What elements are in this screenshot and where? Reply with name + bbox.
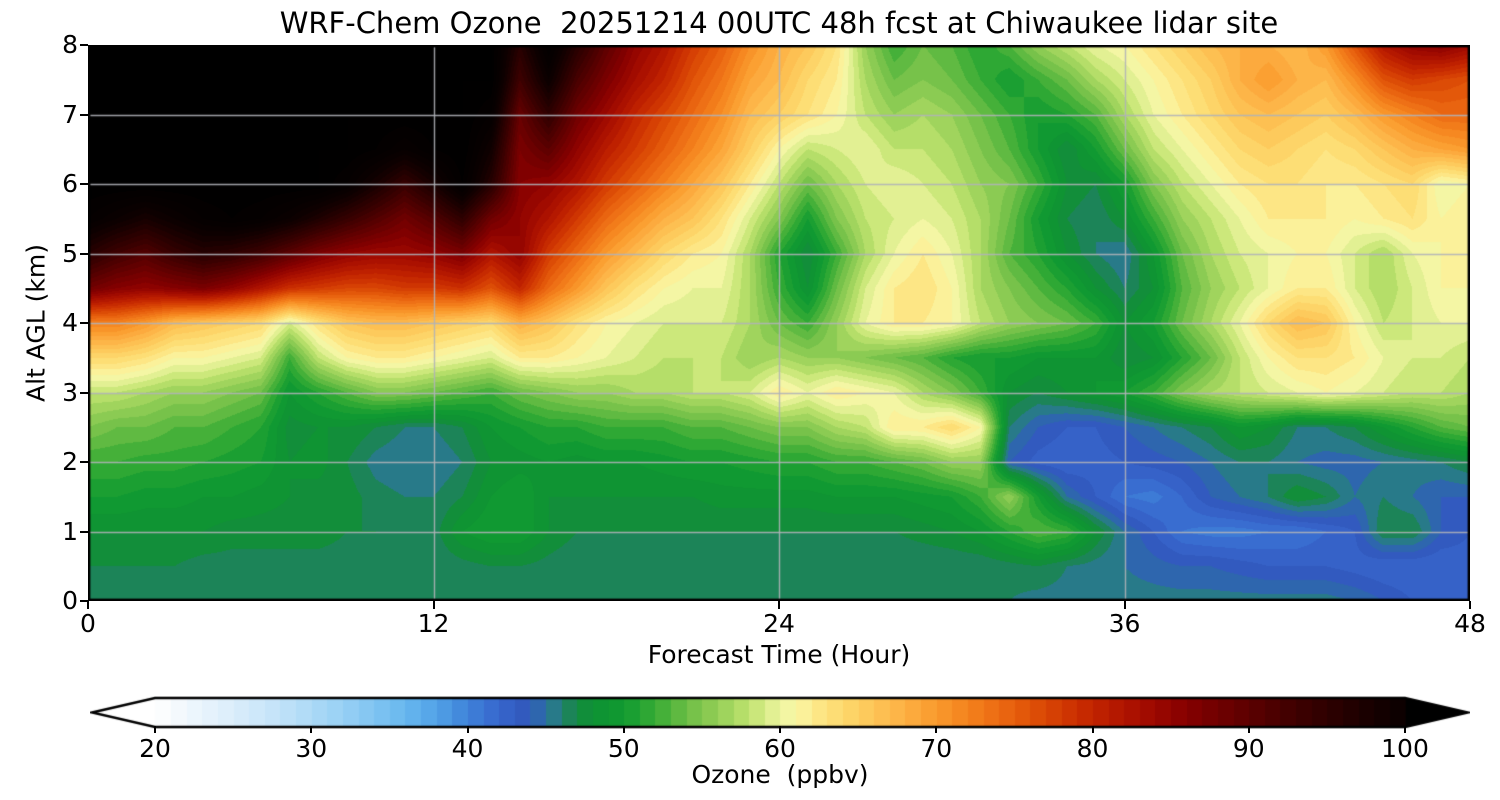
colorbar-tick-label: 60: [764, 734, 796, 763]
x-tick-label: 0: [80, 609, 96, 638]
x-tick-label: 36: [1108, 609, 1141, 638]
colorbar-tick-label: 90: [1232, 734, 1265, 763]
y-tick-label: 6: [62, 169, 78, 198]
y-tick-mark: [80, 461, 88, 463]
y-tick-mark: [80, 322, 88, 324]
x-tick-label: 48: [1454, 609, 1486, 638]
y-tick-label: 7: [62, 99, 78, 129]
x-axis-label: Forecast Time (Hour): [647, 640, 911, 669]
y-tick-label: 5: [62, 238, 78, 268]
colorbar-tick-mark: [779, 726, 781, 733]
colorbar: [90, 696, 1470, 729]
y-tick-label: 0: [62, 586, 78, 615]
y-tick-mark: [80, 44, 88, 46]
y-tick-mark: [80, 113, 88, 116]
x-tick-mark: [432, 601, 435, 609]
colorbar-tick-label: 70: [920, 734, 953, 763]
y-tick-mark: [80, 530, 88, 533]
colorbar-tick-mark: [1404, 726, 1406, 733]
colorbar-tick-label: 20: [139, 734, 171, 763]
colorbar-tick-label: 80: [1076, 734, 1109, 763]
y-tick-label: 1: [62, 516, 78, 546]
colorbar-tick-label: 50: [607, 734, 640, 763]
y-tick-mark: [80, 391, 88, 394]
y-tick-label: 8: [62, 30, 78, 59]
colorbar-tick-mark: [466, 726, 469, 733]
x-tick-label: 24: [763, 609, 795, 638]
colorbar-tick-label: 40: [451, 734, 484, 763]
y-tick-mark: [80, 600, 88, 602]
x-tick-mark: [87, 601, 89, 609]
x-tick-mark: [1469, 601, 1471, 609]
contour-plot: [88, 45, 1470, 601]
x-tick-label: 12: [417, 609, 450, 638]
colorbar-tick-mark: [622, 726, 625, 733]
colorbar-label: Ozone (ppbv): [691, 760, 869, 789]
colorbar-tick-mark: [1091, 726, 1094, 733]
y-tick-label: 2: [62, 447, 78, 476]
colorbar-tick-mark: [154, 726, 156, 733]
x-tick-mark: [778, 601, 780, 609]
colorbar-tick-label: 30: [295, 734, 328, 763]
x-tick-mark: [1123, 601, 1126, 609]
colorbar-tick-mark: [310, 726, 313, 733]
colorbar-tick-label: 100: [1381, 734, 1429, 763]
colorbar-tick-mark: [1247, 726, 1250, 733]
y-tick-label: 4: [62, 308, 78, 337]
chart-title: WRF-Chem Ozone 20251214 00UTC 48h fcst a…: [279, 6, 1279, 40]
y-tick-mark: [80, 183, 88, 185]
colorbar-tick-mark: [935, 726, 938, 733]
y-tick-label: 3: [62, 377, 78, 407]
y-tick-mark: [80, 252, 88, 255]
